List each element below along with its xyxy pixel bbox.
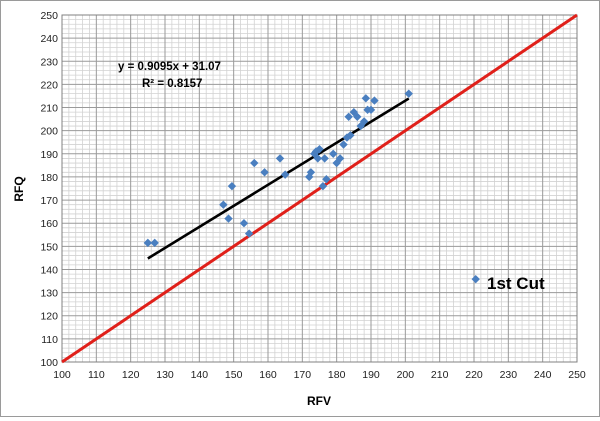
x-tick-label: 220 (465, 369, 483, 381)
data-point (346, 131, 355, 140)
x-tick-label: 170 (294, 369, 312, 381)
data-point (370, 96, 379, 105)
data-point (344, 112, 353, 121)
data-point (353, 112, 362, 121)
y-tick-label: 160 (40, 218, 58, 230)
legend-marker-diamond (471, 274, 480, 284)
data-points (143, 89, 413, 248)
x-tick-label: 160 (259, 369, 277, 381)
data-point (227, 181, 237, 191)
x-tick-label: 180 (328, 369, 346, 381)
data-point (250, 158, 259, 168)
y-tick-label: 230 (40, 56, 58, 68)
data-point (224, 214, 233, 223)
y-tick-label: 250 (40, 10, 58, 22)
data-point (150, 238, 159, 248)
trend-line (147, 97, 410, 260)
y-tick-label: 210 (40, 103, 58, 115)
y-tick-label: 150 (40, 241, 58, 253)
data-point (335, 154, 345, 163)
y-tick-label: 190 (40, 149, 58, 161)
x-tick-label: 100 (53, 369, 71, 381)
y-tick-label: 120 (40, 311, 58, 323)
data-point (239, 219, 249, 228)
data-point (275, 154, 285, 163)
x-tick-label: 140 (191, 369, 209, 381)
y-tick-label: 140 (40, 264, 58, 276)
y-tick-label: 200 (40, 126, 58, 138)
x-tick-label: 190 (362, 369, 380, 381)
x-tick-label: 230 (500, 369, 518, 381)
x-tick-label: 120 (122, 369, 140, 381)
data-point (219, 200, 228, 209)
x-tick-label: 200 (397, 369, 415, 381)
plot-area-border (61, 14, 578, 363)
data-point (329, 149, 338, 158)
x-tick-label: 130 (156, 369, 174, 381)
data-point (339, 140, 348, 149)
data-point (143, 238, 153, 248)
y-tick-label: 110 (41, 334, 58, 346)
y-tick-label: 240 (40, 33, 58, 45)
data-point (260, 168, 269, 177)
trendline-r-squared: R² = 0.8157 (142, 78, 202, 90)
data-point (320, 154, 329, 163)
data-point (361, 94, 371, 103)
y-tick-label: 130 (40, 288, 58, 300)
legend-label: 1st Cut (487, 274, 545, 293)
data-point (244, 229, 254, 238)
reference-line-1-to-1 (61, 13, 578, 364)
data-point (315, 144, 324, 154)
data-point (359, 117, 369, 126)
data-point (313, 154, 322, 163)
minor-gridlines (62, 15, 577, 362)
major-gridlines (61, 14, 578, 363)
legend: 1st Cut (471, 274, 545, 293)
data-point (366, 105, 376, 115)
trendline-equation: y = 0.9095x + 31.07 (118, 61, 221, 73)
x-tick-label: 240 (534, 369, 552, 381)
data-point (306, 168, 316, 177)
x-tick-label: 250 (568, 369, 586, 381)
data-point (322, 175, 331, 184)
y-tick-label: 180 (40, 172, 58, 184)
y-tick-label: 220 (40, 79, 58, 91)
x-axis-tick-labels: 100 110 120 130 140 150 160 170 180 190 200 210 220 2… (53, 369, 586, 381)
x-axis-title: RFV (307, 394, 331, 408)
data-point (318, 181, 328, 191)
y-axis-title: RFQ (12, 176, 26, 201)
data-point (280, 170, 290, 179)
y-axis-tick-labels: 100 110 120 130 140 150 160 170 180 190 200 210 220 2… (40, 10, 58, 369)
x-tick-label: 210 (431, 369, 449, 381)
x-tick-label: 110 (88, 369, 105, 381)
y-tick-label: 170 (40, 195, 58, 207)
y-tick-label: 100 (40, 357, 58, 369)
x-tick-label: 150 (225, 369, 243, 381)
data-point (404, 89, 413, 98)
